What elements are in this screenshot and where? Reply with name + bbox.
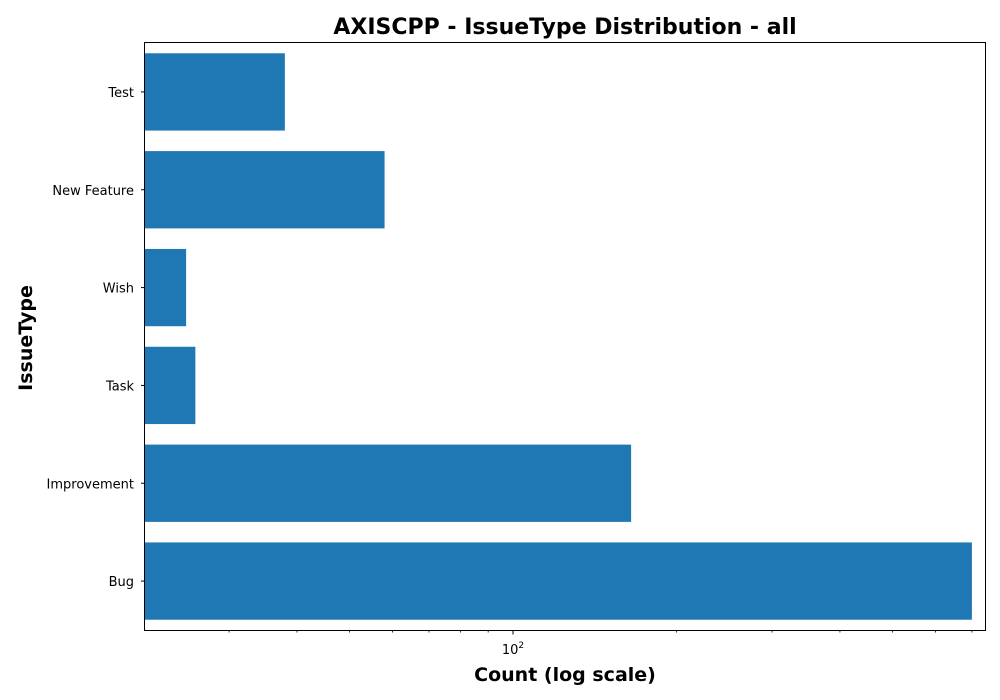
bar-improvement [145,444,632,522]
bar-task [145,346,196,425]
y-tick-label: Task [105,379,135,394]
y-tick-label: Wish [103,282,134,297]
bars-layer [145,53,972,620]
y-tick-label: New Feature [52,184,134,199]
y-tick-label: Bug [109,575,134,590]
x-tick-label: 102 [502,641,524,658]
x-axis-label: Count (log scale) [474,664,656,686]
y-axis-label: IssueType [15,285,37,391]
bar-bug [145,542,972,620]
y-tick-label: Test [107,86,134,101]
bar-test [145,53,285,131]
y-ticks-layer: Bug Improvement Task Wish New Feature Test [47,86,145,590]
chart-title: AXISCPP - IssueType Distribution - all [333,15,796,40]
bar-new-feature [145,151,385,229]
plot-frame [144,42,986,631]
bar-wish [145,248,187,327]
y-tick-label: Improvement [47,477,134,492]
x-ticks-layer: 102 [228,630,973,658]
